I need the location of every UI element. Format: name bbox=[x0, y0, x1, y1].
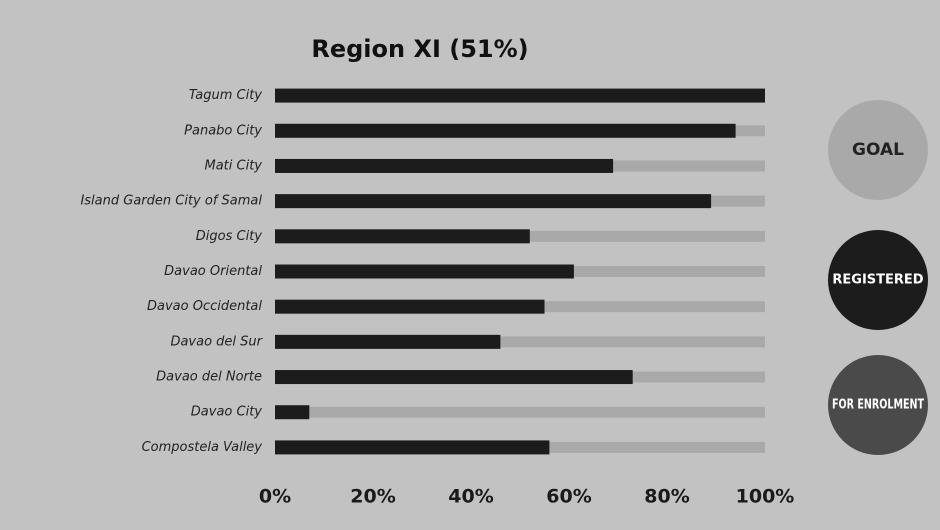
x-tick-label: 60% bbox=[546, 486, 591, 508]
bar bbox=[275, 406, 765, 418]
category-label: Davao City bbox=[191, 405, 263, 420]
x-tick-label: 0% bbox=[259, 486, 291, 508]
bar bbox=[275, 440, 550, 455]
bar bbox=[275, 229, 530, 244]
category-label: Davao Occidental bbox=[147, 299, 262, 314]
category-label: Panabo City bbox=[184, 123, 262, 138]
category-label: Tagum City bbox=[189, 88, 263, 103]
chart-title: Region XI (51%) bbox=[311, 35, 528, 63]
legend-marker bbox=[828, 100, 928, 200]
bar bbox=[275, 88, 765, 103]
legend-marker bbox=[828, 355, 928, 455]
legend-label: FOR ENROLMENT bbox=[832, 398, 924, 413]
legend-label: REGISTERED bbox=[832, 273, 923, 288]
bar bbox=[275, 405, 310, 420]
bar bbox=[275, 334, 501, 349]
bar bbox=[275, 299, 545, 314]
legend-label: GOAL bbox=[852, 140, 904, 160]
bar bbox=[275, 194, 712, 209]
x-tick-label: 20% bbox=[350, 486, 395, 508]
bar bbox=[275, 264, 574, 279]
bar bbox=[275, 336, 765, 348]
category-label: Davao Oriental bbox=[164, 264, 262, 279]
category-label: Mati City bbox=[204, 158, 262, 173]
bar bbox=[275, 158, 614, 173]
x-tick-label: 40% bbox=[448, 486, 493, 508]
category-label: Davao del Norte bbox=[156, 370, 262, 385]
bar bbox=[275, 370, 633, 385]
x-tick-label: 80% bbox=[644, 486, 689, 508]
x-tick-label: 100% bbox=[736, 486, 795, 508]
bar bbox=[275, 123, 736, 138]
category-label: Davao del Sur bbox=[170, 334, 263, 349]
category-label: Digos City bbox=[196, 229, 263, 244]
category-label: Compostela Valley bbox=[142, 440, 263, 455]
category-label: Island Garden City of Samal bbox=[80, 194, 262, 209]
legend-marker bbox=[828, 230, 928, 330]
